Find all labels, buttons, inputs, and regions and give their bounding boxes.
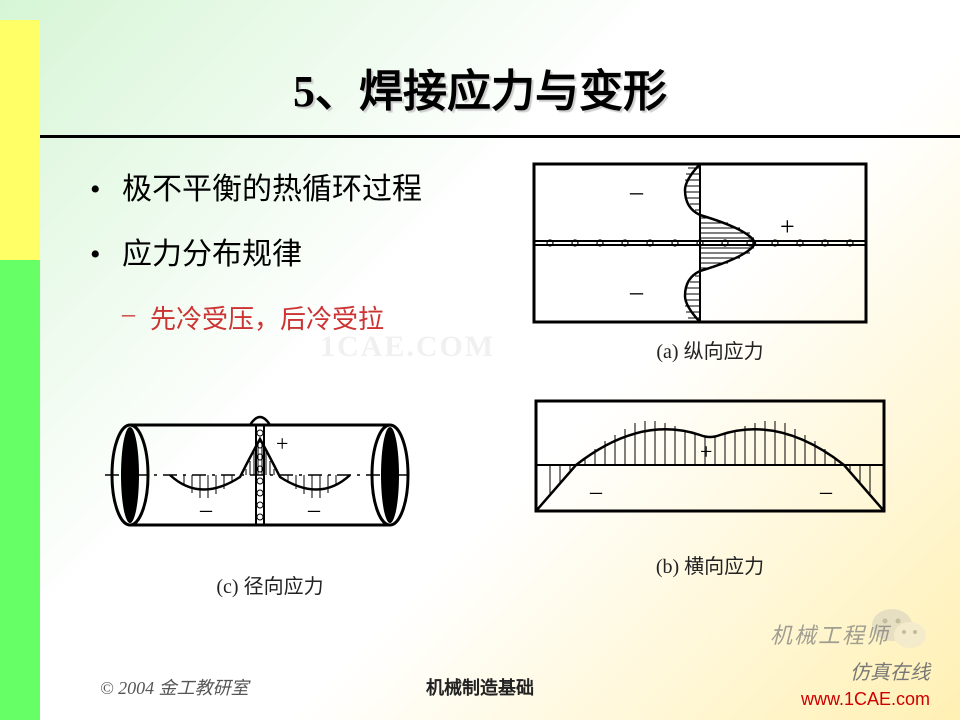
figure-c-caption: (c) 径向应力: [100, 570, 440, 599]
fig-a-sign-bl: –: [629, 277, 644, 306]
fig-b-sign-right: –: [819, 479, 833, 505]
figure-b: + – – (b) 横向应力: [530, 395, 890, 579]
fig-b-sign-mid: +: [700, 439, 712, 464]
fig-c-sign-minus-r: –: [307, 497, 321, 523]
watermark-line1: 仿真在线: [850, 656, 930, 685]
fig-c-sign-minus-l: –: [199, 497, 213, 523]
fig-a-sign-tr: +: [780, 212, 795, 241]
figure-c-svg: + – –: [100, 395, 420, 565]
fig-b-sign-left: –: [589, 479, 603, 505]
figure-a-caption: (a) 纵向应力: [530, 335, 890, 364]
figure-b-svg: + – –: [530, 395, 890, 545]
figure-a-svg: – + –: [530, 160, 870, 330]
sidebar-green: [0, 260, 40, 720]
bullet-2: 应力分布规律: [90, 235, 460, 276]
fig-a-sign-tl: –: [629, 177, 644, 206]
bullet-1: 极不平衡的热循环过程: [90, 170, 460, 211]
title-underline: [40, 135, 960, 138]
watermark-line2: www.1CAE.com: [801, 689, 930, 710]
figure-a: – + – (a) 纵向应力: [530, 160, 890, 364]
fig-c-sign-plus: +: [276, 431, 288, 456]
figure-b-caption: (b) 横向应力: [530, 550, 890, 579]
wechat-label: 机械工程师: [770, 618, 890, 650]
figure-c: + – – (c) 径向应力: [100, 395, 440, 599]
bullet-list: 极不平衡的热循环过程 应力分布规律 先冷受压，后冷受拉: [90, 170, 460, 336]
watermark-center: 1CAE.COM: [320, 330, 495, 364]
slide: 5、焊接应力与变形 极不平衡的热循环过程 应力分布规律 先冷受压，后冷受拉 1C…: [0, 0, 960, 720]
slide-title: 5、焊接应力与变形: [0, 55, 960, 119]
